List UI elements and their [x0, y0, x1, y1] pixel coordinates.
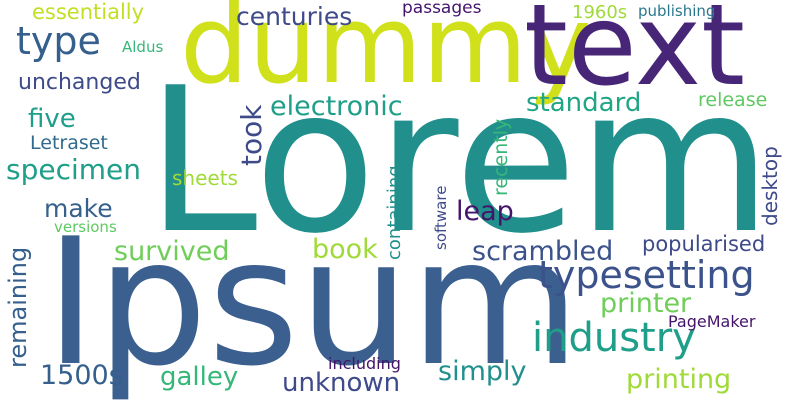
word-containing: containing: [384, 165, 405, 260]
word-letraset: Letraset: [30, 132, 108, 154]
word-specimen: specimen: [6, 153, 142, 186]
word-five: five: [28, 104, 76, 134]
word-1960s: 1960s: [572, 2, 628, 23]
word-scrambled: scrambled: [472, 236, 614, 267]
word-aldus: Aldus: [122, 38, 164, 56]
word-dummy: dummy: [180, 0, 592, 108]
word-pagemaker: PageMaker: [668, 312, 756, 331]
word-electronic: electronic: [270, 91, 403, 122]
word-release: release: [698, 89, 768, 111]
word-centuries: centuries: [236, 2, 353, 31]
word-took: took: [235, 104, 268, 166]
word-1500s: 1500s: [40, 360, 123, 391]
word-text: text: [524, 0, 746, 111]
word-unchanged: unchanged: [18, 70, 141, 95]
word-versions: versions: [54, 218, 117, 236]
word-printing: printing: [626, 364, 732, 395]
word-book: book: [312, 234, 378, 265]
word-popularised: popularised: [642, 232, 766, 256]
word-including: including: [328, 354, 401, 373]
word-recently: recently: [490, 118, 512, 196]
word-desktop: desktop: [758, 146, 782, 226]
word-lorem: Lorem: [146, 45, 772, 278]
word-ipsum: Ipsum: [45, 202, 581, 400]
word-standard: standard: [526, 88, 642, 118]
word-industry: industry: [532, 315, 696, 361]
word-typesetting: typesetting: [538, 253, 755, 297]
word-passages: passages: [402, 0, 482, 18]
word-publishing: publishing: [638, 2, 716, 20]
word-software: software: [432, 185, 450, 250]
word-type: type: [16, 19, 101, 63]
word-sheets: sheets: [172, 166, 238, 190]
word-survived: survived: [114, 236, 230, 267]
word-simply: simply: [438, 356, 527, 387]
word-printer: printer: [600, 288, 692, 319]
word-unknown: unknown: [282, 368, 401, 398]
word-leap: leap: [456, 196, 514, 227]
word-galley: galley: [160, 362, 239, 392]
word-remaining: remaining: [4, 246, 32, 368]
word-essentially: essentially: [32, 0, 145, 24]
word-make: make: [44, 194, 113, 223]
